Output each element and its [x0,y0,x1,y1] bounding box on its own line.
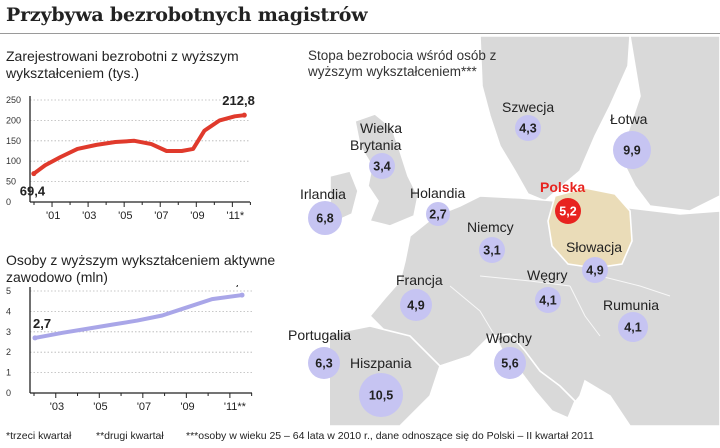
x-tick-label: '07 [137,401,151,413]
country-name-8: Słowacja [566,239,622,255]
x-tick-label: '03 [50,401,64,413]
series-point-end [241,112,247,118]
x-tick-label: '03 [82,210,96,222]
y-tick-label: 0 [6,197,11,207]
y-tick-label: 50 [6,177,16,187]
country-value: 6,8 [316,212,333,226]
country-value: 3,1 [483,244,500,258]
title-divider [0,33,720,34]
y-tick-label: 2 [6,347,11,357]
country-name-9: Francja [396,272,443,288]
land-baltics [619,36,720,212]
country-value: 5,2 [559,205,576,219]
country-name-11: Rumunia [603,297,659,313]
page-title: Przybywa bezrobotnych magistrów [6,4,368,26]
y-tick-label: 100 [6,156,21,166]
y-tick-label: 250 [6,95,21,105]
country-bubble [479,237,505,263]
y-tick-label: 4 [6,306,11,316]
country-bubble [555,198,581,224]
country-name-1: Szwecja [502,99,554,115]
x-tick-label: '09 [180,401,194,413]
chart2-title: Osoby z wyższym wykształceniem aktywne z… [6,252,276,285]
country-bubble [369,153,395,179]
chart1-unemployed-graduates: 250 200 150 100 50 0 '01 '03 '05 '07 '09 '11* 69,4 21… [6,93,255,222]
country-name-12: Portugalia [288,327,351,343]
footer-notes: *trzeci kwartał **drugi kwartał ***osoby… [0,426,720,448]
series-point-end [239,292,245,298]
series-line [32,293,245,340]
country-value: 6,3 [315,357,332,371]
country-name-7: Niemcy [467,219,514,235]
y-tick-label: 1 [6,368,11,378]
country-name-13: Włochy [486,330,532,346]
country-value: 4,9 [407,299,424,313]
map-title: Stopa bezrobocia wśród osób z wyższym wy… [308,48,497,79]
country-value: 4,3 [519,122,536,136]
x-tick-label: '05 [118,210,132,222]
map-sea-lines [449,275,671,337]
footnote-third-quarter: *trzeci kwartał [6,430,72,442]
country-name-4: Irlandia [300,186,346,202]
country-bubble [618,312,648,342]
series-point-start [32,335,38,341]
x-tick-label: '07 [154,210,168,222]
country-bubble [308,347,340,379]
country-name-10: Węgry [527,267,567,283]
y-tick-label: 200 [6,115,21,125]
country-bubble [426,202,450,226]
data-label-start: 2,7 [33,316,51,331]
chart2-active-graduates: 5 4 3 2 1 0 '03 '05 '07 '09 '11** 2,7 4,8 [6,285,253,413]
footnote-second-quarter: **drugi kwartał [96,430,164,442]
country-name-6: Polska [540,179,585,195]
y-tick-label: 0 [6,388,11,398]
y-tick-label: 3 [6,327,11,337]
country-value: 4,9 [586,264,603,278]
footnote-age-range: ***osoby w wieku 25 – 64 lata w 2010 r.,… [186,430,594,442]
chart1-title: Zarejestrowani bezrobotni z wyższym wyks… [6,48,239,81]
x-tick-label: '11* [226,210,245,222]
country-bubble [308,201,342,235]
country-bubble [400,289,432,321]
country-bubble [613,131,651,169]
country-bubble [582,257,608,283]
country-bubble [535,287,561,313]
country-bubble [494,347,526,379]
x-tick-label: '01 [46,210,60,222]
data-label-end: 212,8 [222,93,255,108]
y-tick-label: 150 [6,136,21,146]
series-line [31,113,247,176]
country-value: 10,5 [369,389,393,403]
country-value: 4,1 [539,294,556,308]
data-label-start: 69,4 [20,184,46,199]
series-point-start [31,171,37,177]
data-label-end: 4,8 [228,285,246,288]
country-name-3: Brytania [350,137,402,153]
country-bubble [359,373,403,417]
x-tick-label: '09 [190,210,204,222]
country-value: 4,1 [624,321,641,335]
x-tick-label: '05 [93,401,107,413]
y-tick-label: 5 [6,286,11,296]
land-scandinavia [479,36,631,202]
country-value: 5,6 [501,357,518,371]
x-tick-label: '11** [224,401,247,413]
country-name-14: Hiszpania [350,355,412,371]
country-bubble [515,115,541,141]
country-name-2: Łotwa [610,111,648,127]
country-value: 9,9 [623,144,640,158]
country-name-5: Holandia [410,185,465,201]
country-value: 2,7 [429,208,446,222]
country-value: 3,4 [373,160,390,174]
country-name-3: Wielka [360,120,402,136]
